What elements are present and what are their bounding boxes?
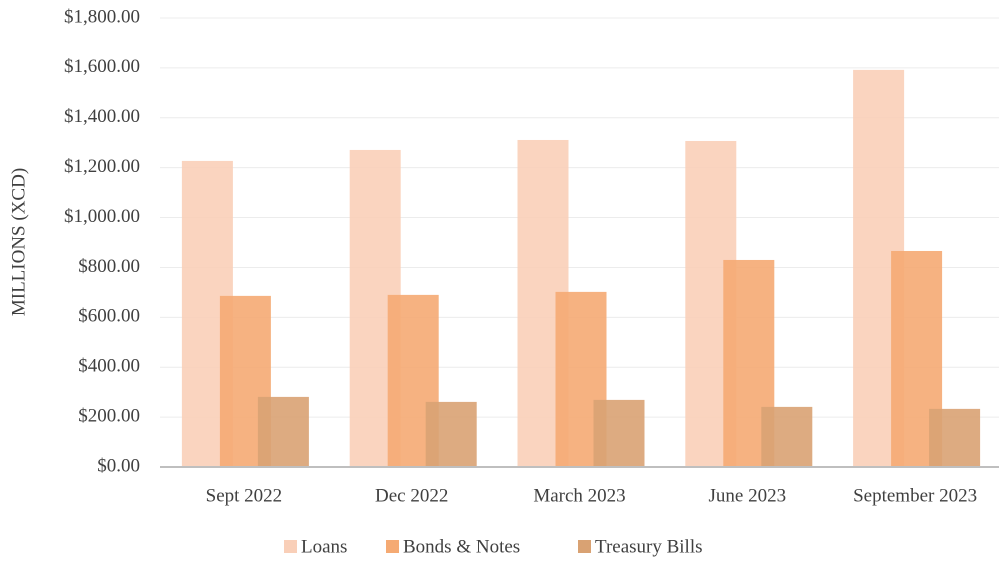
x-tick-label: September 2023 bbox=[853, 485, 977, 506]
y-tick-label: $1,000.00 bbox=[64, 206, 140, 227]
y-tick-label: $200.00 bbox=[78, 405, 140, 426]
y-tick-label: $400.00 bbox=[78, 356, 140, 377]
y-tick-label: $600.00 bbox=[78, 306, 140, 327]
y-tick-label: $1,800.00 bbox=[64, 6, 140, 27]
y-tick-label: $1,400.00 bbox=[64, 106, 140, 127]
x-tick-label: Sept 2022 bbox=[206, 485, 283, 506]
legend-label: Treasury Bills bbox=[595, 536, 703, 557]
y-tick-label: $800.00 bbox=[78, 256, 140, 277]
y-tick-label: $1,600.00 bbox=[64, 56, 140, 77]
legend-label: Bonds & Notes bbox=[403, 536, 520, 557]
bar bbox=[257, 396, 309, 467]
legend-swatch bbox=[578, 540, 591, 553]
legend-swatch bbox=[386, 540, 399, 553]
bar bbox=[593, 399, 645, 467]
x-tick-label: Dec 2022 bbox=[375, 485, 448, 506]
x-tick-label: March 2023 bbox=[533, 485, 625, 506]
legend-label: Loans bbox=[301, 536, 347, 557]
y-tick-label: $0.00 bbox=[97, 455, 140, 476]
bar bbox=[929, 408, 981, 467]
y-axis-label: MILLIONS (XCD) bbox=[8, 168, 29, 316]
legend-swatch bbox=[284, 540, 297, 553]
x-tick-label: June 2023 bbox=[709, 485, 787, 506]
bar bbox=[761, 406, 813, 467]
bar bbox=[425, 401, 477, 467]
y-tick-label: $1,200.00 bbox=[64, 156, 140, 177]
